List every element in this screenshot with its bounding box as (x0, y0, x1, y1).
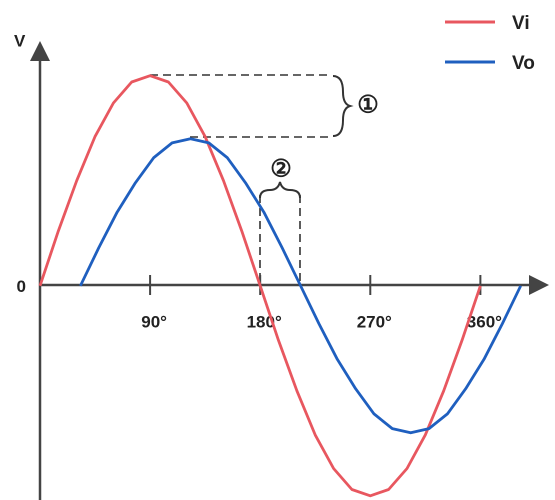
annotation: ② (270, 155, 292, 182)
page: {"chart_data": {"type": "line", "y_label… (0, 0, 555, 500)
annotation: ① (357, 91, 379, 118)
bracket (260, 182, 300, 198)
legend-label: Vi (512, 13, 530, 34)
x-tick-label: 180° (247, 312, 282, 331)
y-axis-label: V (14, 31, 26, 50)
x-tick-label: 360° (467, 312, 502, 331)
annotation-guides (150, 75, 330, 285)
x-tick-label: 270° (357, 312, 392, 331)
legend-label: Vo (512, 53, 535, 74)
bracket (333, 76, 350, 136)
chart: V ① ② 90° 180° 270° 360° 0 Vi Vo (0, 0, 555, 500)
y-tick-label: 0 (17, 277, 26, 296)
x-tick-label: 90° (141, 312, 167, 331)
